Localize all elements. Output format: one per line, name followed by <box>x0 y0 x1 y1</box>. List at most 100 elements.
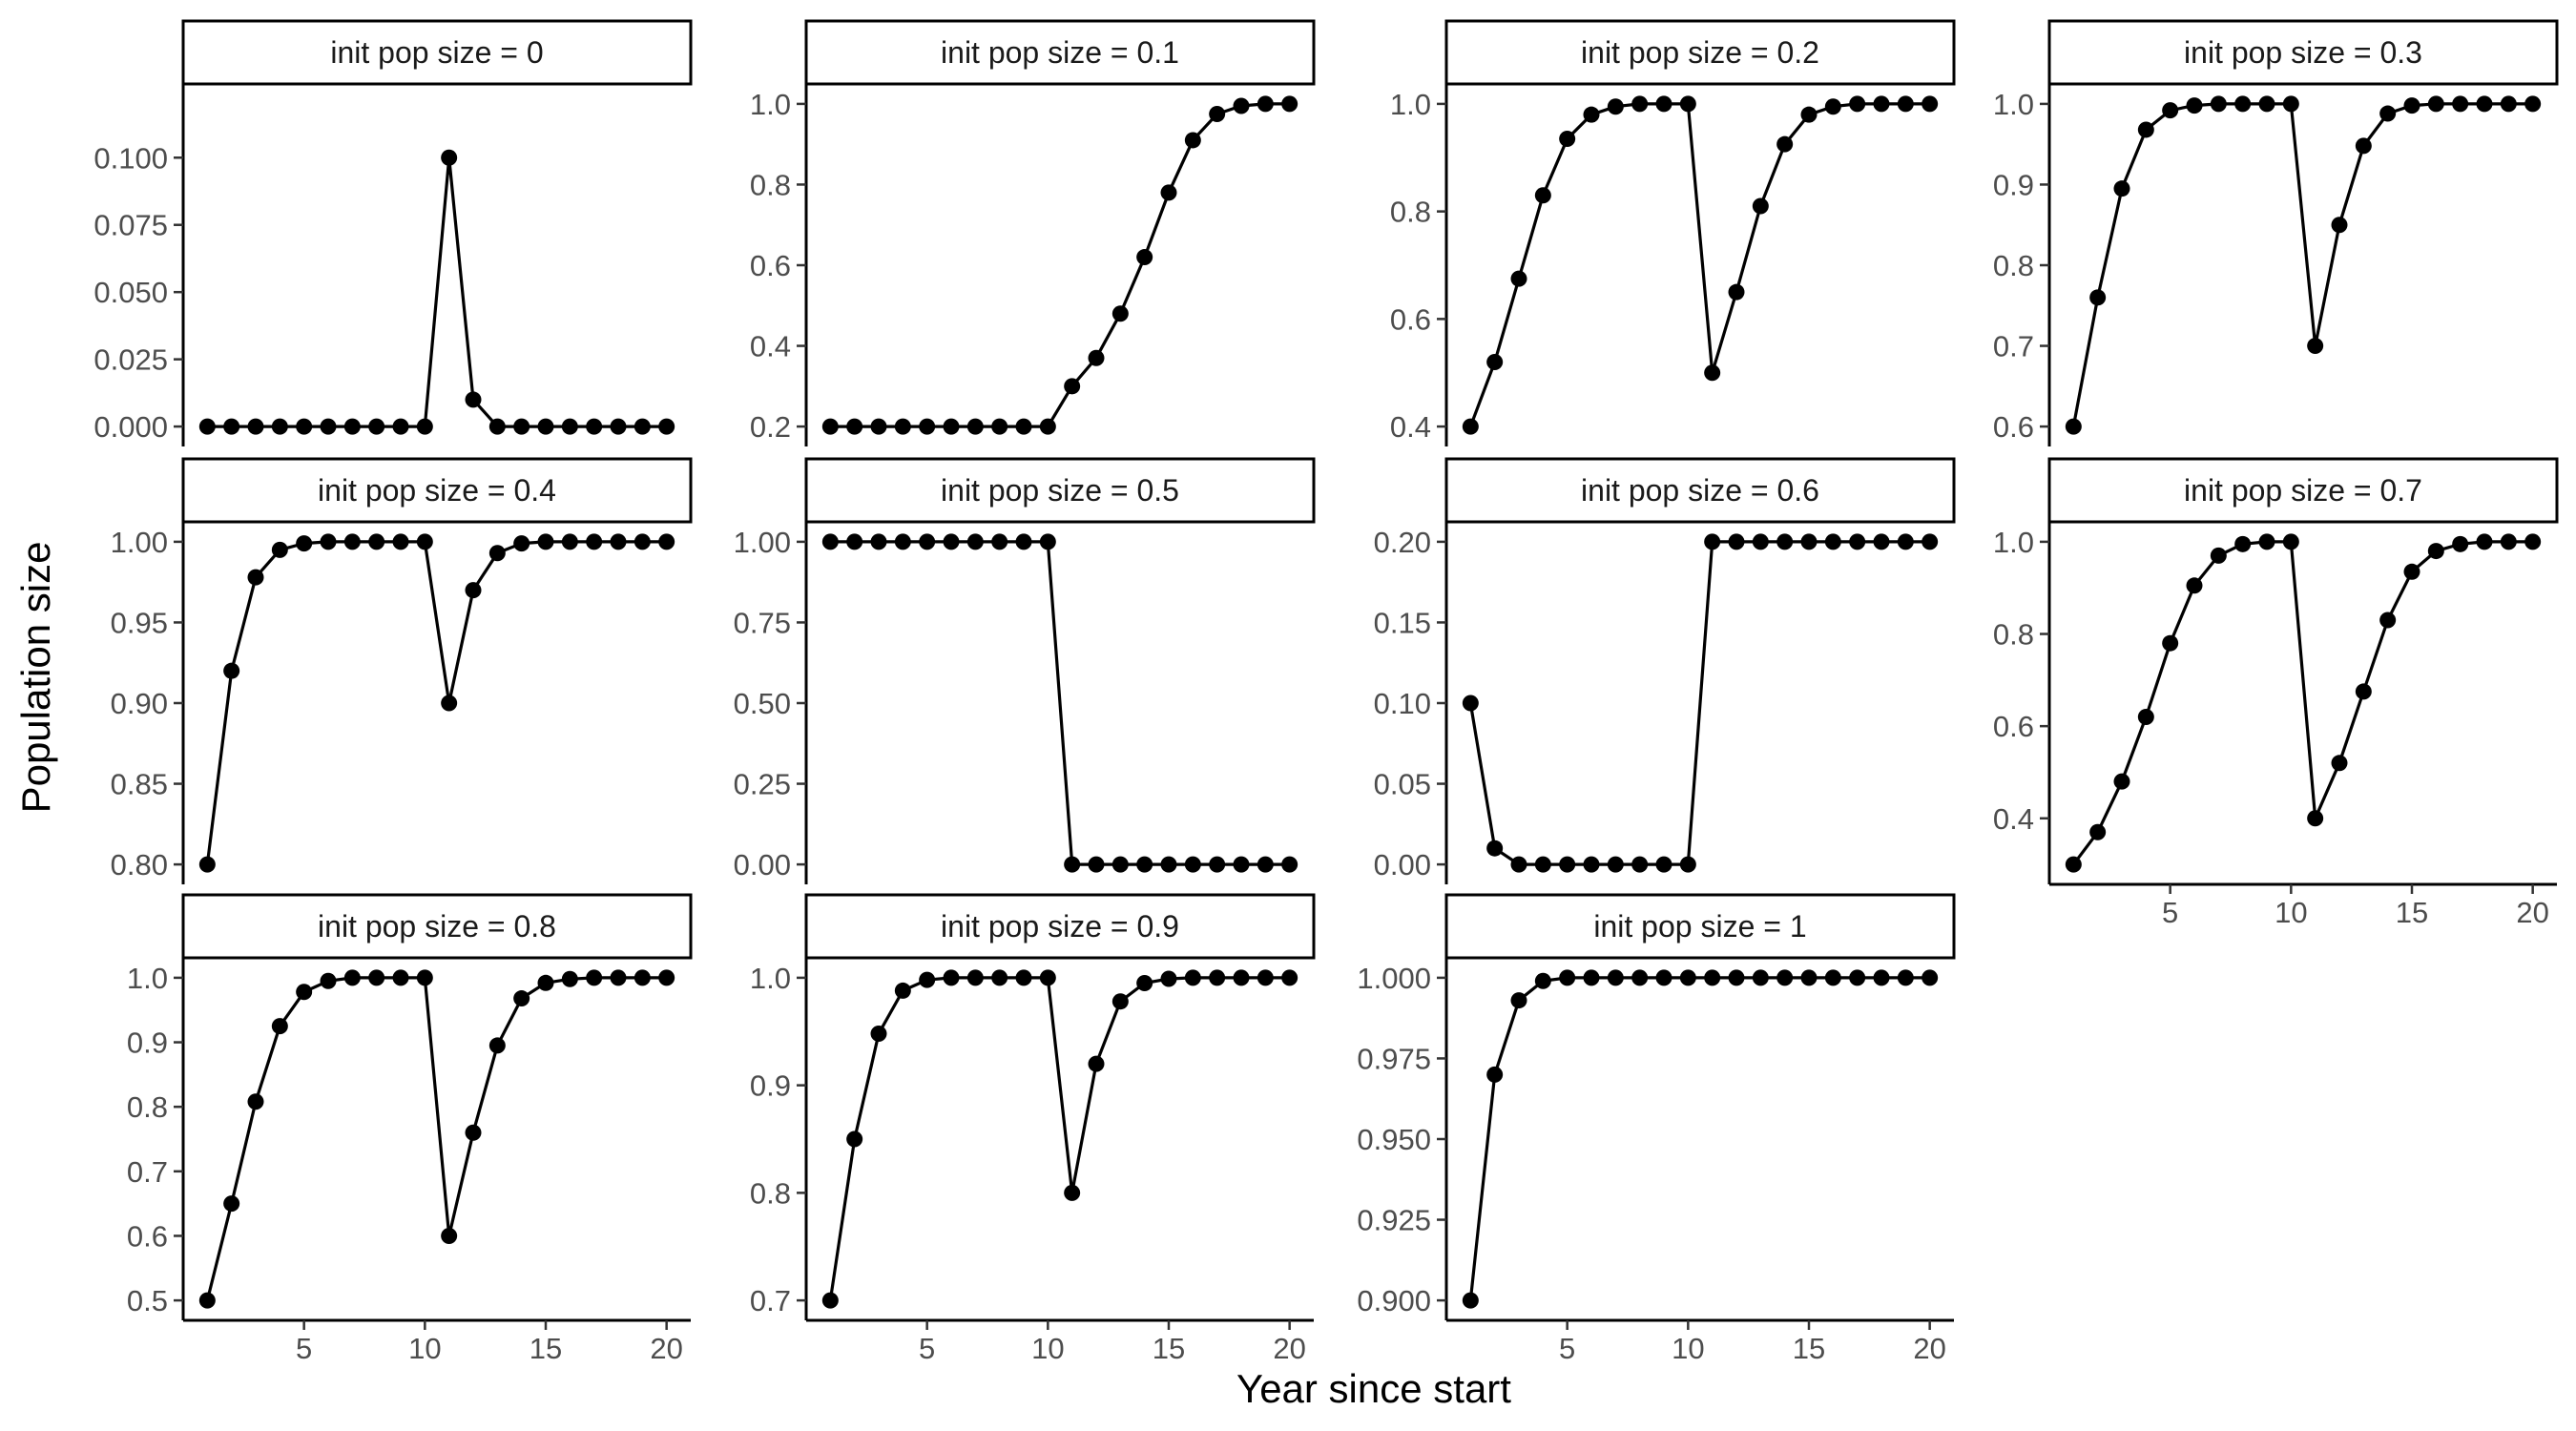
data-point <box>513 418 530 435</box>
data-point <box>1486 840 1504 857</box>
data-point <box>247 1093 264 1110</box>
data-point <box>1015 418 1032 435</box>
y-tick-label: 0.8 <box>1390 196 1431 229</box>
y-tick-label: 0.900 <box>1357 1284 1431 1317</box>
data-point <box>919 418 936 435</box>
data-point <box>343 533 361 550</box>
data-point <box>991 533 1008 550</box>
data-point <box>2403 563 2420 580</box>
data-point <box>2282 533 2299 550</box>
panel-strip <box>181 893 693 960</box>
data-point <box>343 969 361 986</box>
data-point <box>2186 577 2203 594</box>
x-tick-label: 5 <box>2162 896 2178 929</box>
y-tick-label: 0.075 <box>93 209 168 242</box>
data-point <box>1510 992 1527 1009</box>
data-point <box>1679 969 1696 986</box>
data-point <box>943 969 960 986</box>
y-tick-label: 0.8 <box>1993 618 2034 652</box>
x-tick-label: 15 <box>1793 1332 1825 1365</box>
data-point <box>821 418 839 435</box>
y-tick-label: 0.00 <box>1374 848 1431 881</box>
data-point <box>1631 969 1649 986</box>
panel-strip-label: init pop size = 0.4 <box>318 473 556 508</box>
data-point <box>537 418 554 435</box>
data-point <box>2186 97 2203 114</box>
y-tick-label: 0.9 <box>1993 168 2034 201</box>
data-point <box>296 535 313 552</box>
data-point <box>296 984 313 1001</box>
y-tick-label: 0.95 <box>111 606 168 639</box>
panel-3: init pop size = 0.3 0.6 0.7 0.8 0.9 1.0 <box>1993 19 2559 446</box>
data-point <box>943 533 960 550</box>
series-line <box>1468 976 1930 1301</box>
panel-strip <box>1444 893 1956 960</box>
y-tick-label: 0.7 <box>127 1155 168 1189</box>
y-tick-label: 0.75 <box>734 606 791 639</box>
data-point <box>2210 547 2227 564</box>
data-point <box>441 695 458 712</box>
y-tick-label: 1.0 <box>750 962 791 995</box>
data-point <box>247 418 264 435</box>
data-point <box>223 1195 240 1213</box>
x-tick-label: 15 <box>530 1332 562 1365</box>
data-point <box>2089 823 2107 840</box>
y-tick-label: 0.50 <box>734 687 791 720</box>
data-point <box>2452 535 2469 552</box>
series-line <box>1468 102 1930 427</box>
y-tick-label: 1.0 <box>750 88 791 121</box>
y-tick-label: 0.8 <box>1993 249 2034 282</box>
data-point <box>821 1292 839 1309</box>
data-point <box>488 1037 506 1054</box>
data-point <box>821 533 839 550</box>
data-point <box>416 533 433 550</box>
data-point <box>465 582 482 599</box>
data-point <box>1655 969 1672 986</box>
data-point <box>1559 969 1576 986</box>
data-point <box>870 1026 887 1043</box>
data-point <box>1039 533 1056 550</box>
data-point <box>2452 95 2469 113</box>
data-point <box>610 418 627 435</box>
panel-9: init pop size = 0.9 5 10 15 20 0.7 0.8 0.9 1.0 <box>750 893 1316 1365</box>
data-point <box>1800 969 1818 986</box>
panel-6: init pop size = 0.6 0.00 0.05 0.10 0.15 0.20 <box>1374 457 1956 884</box>
data-point <box>1111 993 1129 1010</box>
y-tick-label: 0.8 <box>127 1090 168 1124</box>
panel-strip-label: init pop size = 0.1 <box>941 35 1179 70</box>
y-tick-label: 0.025 <box>93 343 168 377</box>
data-point <box>2137 708 2154 725</box>
data-point <box>561 418 578 435</box>
data-point <box>1704 533 1721 550</box>
panel-0: init pop size = 0 0.000 0.025 0.050 0.075 0.1… <box>93 19 693 446</box>
data-point <box>2307 338 2324 355</box>
y-tick-label: 0.6 <box>750 249 791 282</box>
data-point <box>2524 95 2542 113</box>
y-tick-label: 0.6 <box>127 1219 168 1253</box>
data-point <box>416 418 433 435</box>
panel-strip <box>804 457 1316 524</box>
y-tick-label: 1.00 <box>111 526 168 559</box>
data-point <box>586 418 603 435</box>
data-point <box>1281 856 1298 873</box>
data-point <box>966 418 984 435</box>
data-point <box>870 533 887 550</box>
data-point <box>610 533 627 550</box>
data-point <box>1462 1292 1479 1309</box>
data-point <box>1088 349 1105 366</box>
data-point <box>634 533 651 550</box>
data-point <box>2162 634 2179 652</box>
data-point <box>2500 533 2517 550</box>
data-point <box>1160 184 1177 201</box>
data-point <box>1897 969 1914 986</box>
data-point <box>1752 533 1769 550</box>
data-point <box>320 418 337 435</box>
data-point <box>1486 1066 1504 1083</box>
y-tick-label: 1.0 <box>1390 88 1431 121</box>
data-point <box>1752 969 1769 986</box>
data-point <box>1510 270 1527 287</box>
y-tick-label: 0.050 <box>93 276 168 309</box>
data-point <box>2476 533 2493 550</box>
y-tick-label: 0.20 <box>1374 526 1431 559</box>
